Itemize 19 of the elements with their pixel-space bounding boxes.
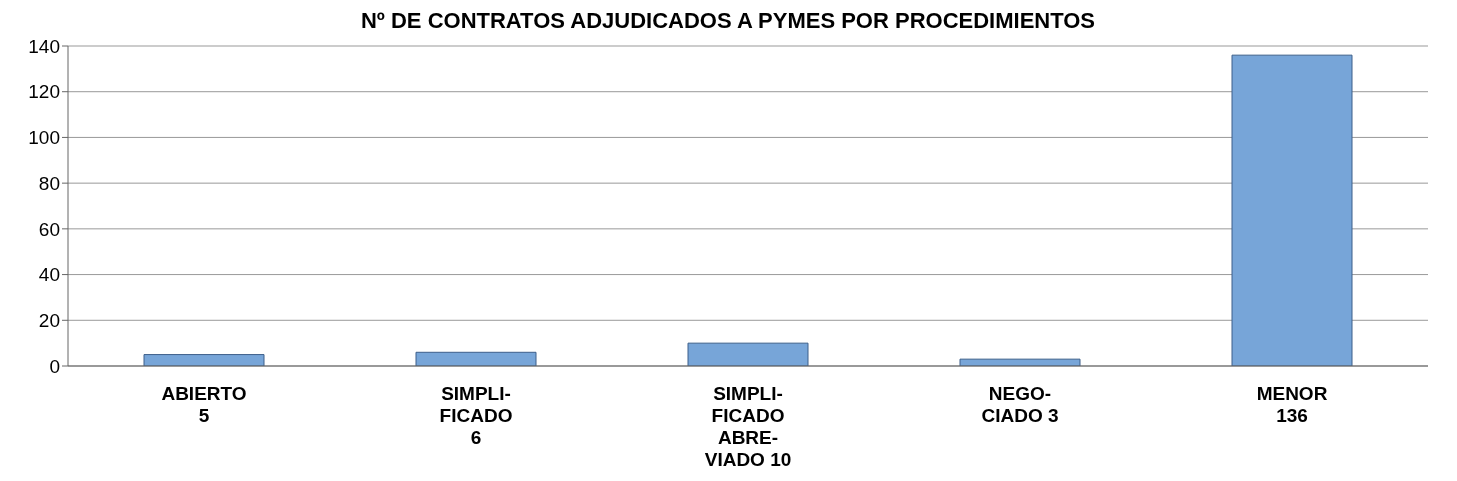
bar [143,354,265,366]
y-tick-label: 0 [49,355,60,377]
y-tick-label: 100 [28,127,60,149]
x-tick-label: SIMPLI- FICADO ABRE- VIADO 10 [704,383,792,470]
x-tick-label: NEGO- CIADO 3 [981,383,1059,426]
chart-title: Nº DE CONTRATOS ADJUDICADOS A PYMES POR PROCEDIMIENTOS [359,8,1097,35]
x-tick-label: ABIERTO 5 [161,383,247,426]
y-tick-label: 40 [38,264,60,286]
bar [959,358,1081,366]
y-tick-label: 120 [28,81,60,103]
bar [415,351,537,366]
bar [1231,54,1353,366]
y-tick-label: 80 [38,172,60,194]
y-tick-label: 20 [38,310,60,332]
y-tick-label: 60 [38,218,60,240]
bar [687,342,809,366]
x-tick-label: SIMPLI- FICADO 6 [439,383,513,448]
x-tick-label: MENOR 136 [1256,383,1328,426]
y-tick-label: 140 [28,35,60,57]
